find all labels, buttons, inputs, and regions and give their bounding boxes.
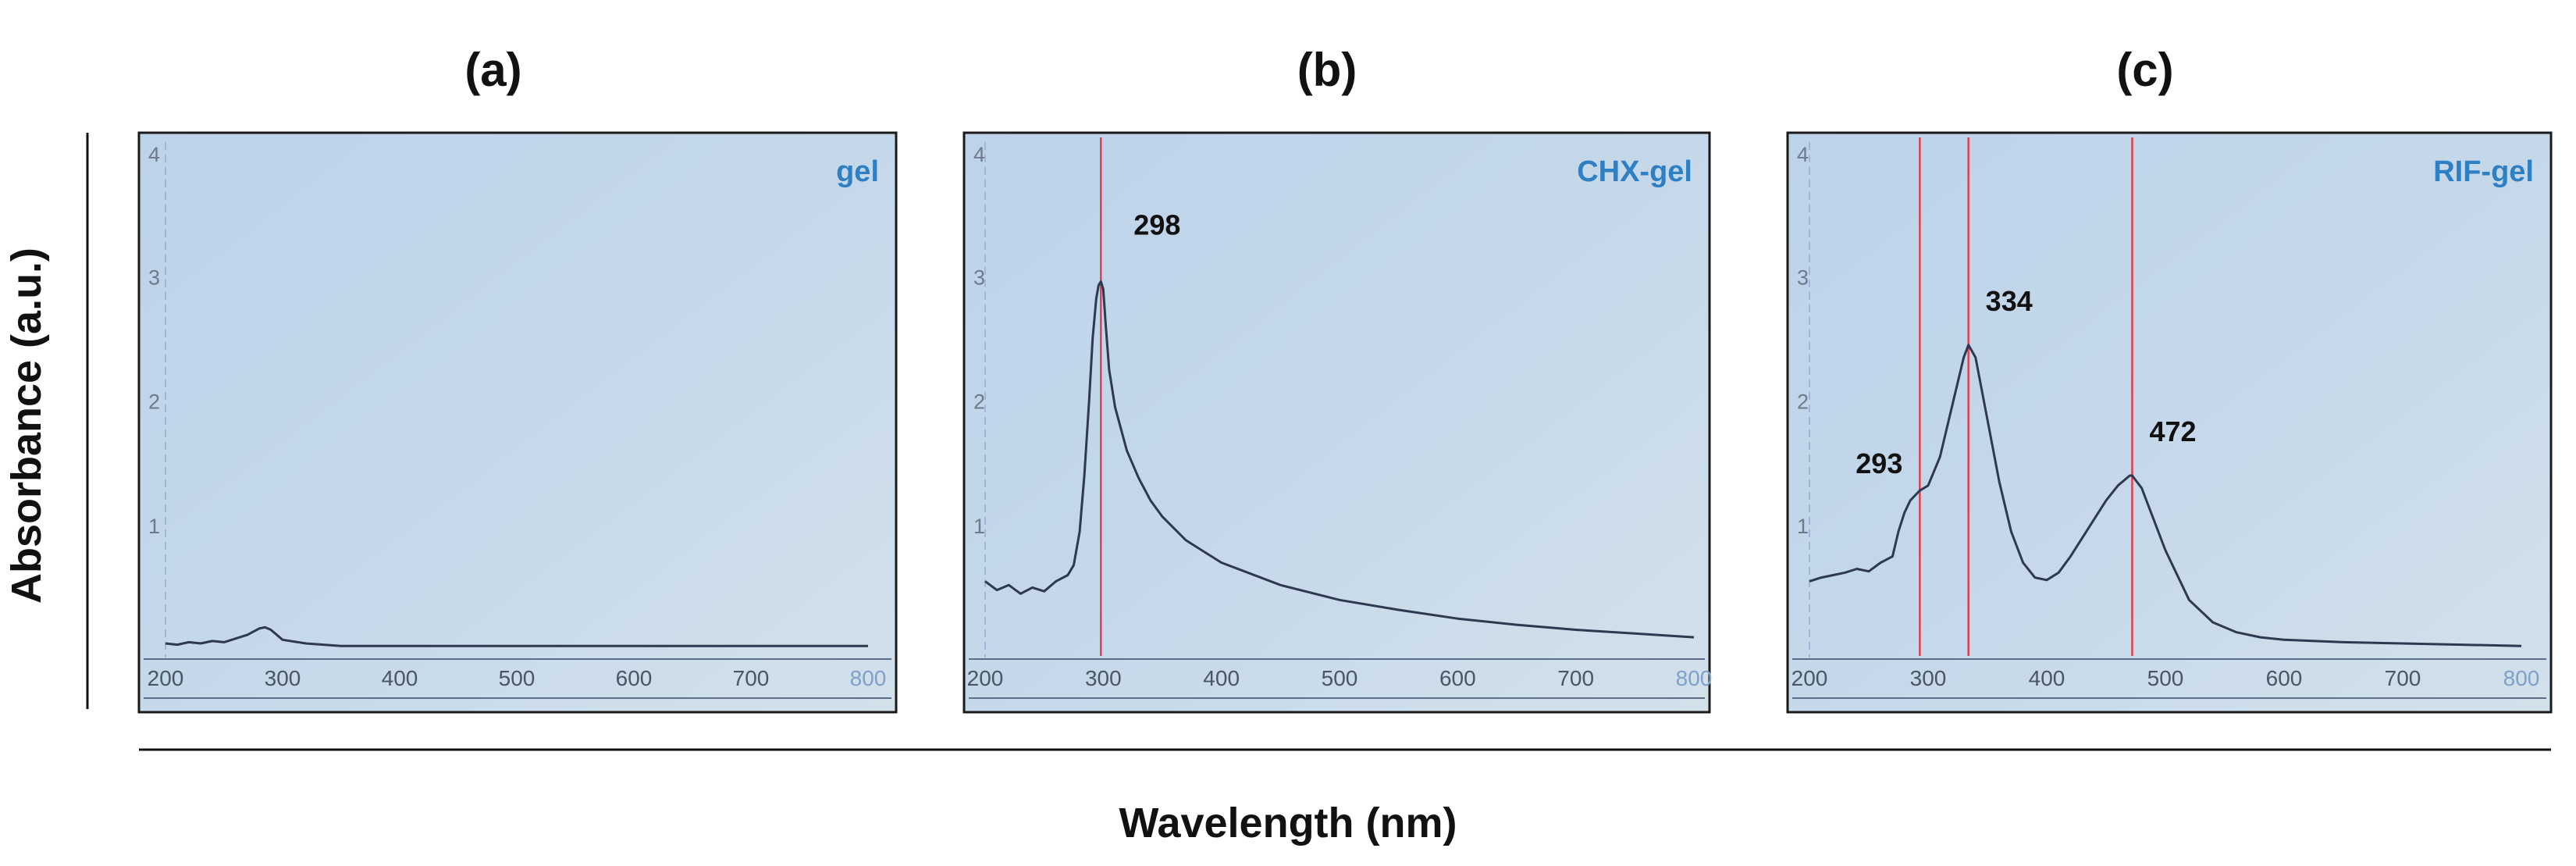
panel-a-x-tick-600: 600 [616, 666, 653, 690]
panel-b-x-tick-600: 600 [1439, 666, 1476, 690]
panel-b-sample-label: CHX-gel [1577, 155, 1692, 188]
panel-b-x-tick-400: 400 [1203, 666, 1240, 690]
panel-c-x-tick-300: 300 [1910, 666, 1947, 690]
panel-a-y-tick-1: 1 [148, 515, 160, 538]
panel-b-y-tick-1: 1 [973, 515, 985, 538]
x-axis-title: Wavelength (nm) [1119, 800, 1457, 846]
panel-b-x-tick-200: 200 [967, 666, 1004, 690]
panel-b-background [962, 131, 1711, 714]
panel-c-x-tick-700: 700 [2385, 666, 2421, 690]
panel-a-screen: 1 2 3 4 200 300 400 500 600 700 800 gel [137, 131, 898, 714]
y-axis-title: Absorbance (a.u.) [3, 248, 50, 604]
panel-c-x-tick-400: 400 [2029, 666, 2065, 690]
panel-a-x-tick-800: 800 [850, 666, 887, 690]
panel-c-screen: 1 2 3 4 200 300 400 500 600 700 800 293 334 472 RIF-ge… [1786, 131, 2553, 714]
panel-b-x-tick-700: 700 [1557, 666, 1594, 690]
panel-a-background [137, 131, 898, 714]
panel-b-x-tick-500: 500 [1322, 666, 1358, 690]
panel-a-y-tick-4: 4 [148, 143, 160, 166]
panel-a-y-tick-2: 2 [148, 390, 160, 414]
panel-c-absorbance-curve [1809, 344, 2522, 647]
panel-c-label: (c) [2116, 44, 2173, 96]
panel-c-peak-label-334: 334 [1986, 285, 2033, 317]
panel-c-x-tick-200: 200 [1791, 666, 1828, 690]
panel-c-y-tick-3: 3 [1797, 266, 1809, 289]
panel-c-x-tick-500: 500 [2147, 666, 2184, 690]
panel-b-absorbance-curve [984, 280, 1695, 639]
panel-b-peak-label-298: 298 [1133, 209, 1180, 241]
panel-c-x-tick-800: 800 [2503, 666, 2540, 690]
panel-b-y-tick-3: 3 [973, 266, 985, 289]
panel-a-x-tick-700: 700 [733, 666, 770, 690]
panel-c-sample-label: RIF-gel [2433, 155, 2534, 188]
panel-b-y-tick-4: 4 [973, 143, 985, 166]
panel-c-y-tick-1: 1 [1797, 515, 1809, 538]
panel-c-x-tick-600: 600 [2266, 666, 2303, 690]
panel-a-y-tick-3: 3 [148, 266, 160, 289]
panel-c-peak-label-293: 293 [1856, 447, 1902, 479]
panel-a-sample-label: gel [836, 155, 879, 188]
panel-b-x-tick-800: 800 [1676, 666, 1713, 690]
panel-b-x-tick-300: 300 [1085, 666, 1122, 690]
panel-b-screen: 1 2 3 4 200 300 400 500 600 700 800 298 CHX-gel [962, 131, 1713, 714]
panel-a-absorbance-curve [165, 625, 868, 647]
panel-a-x-tick-300: 300 [265, 666, 301, 690]
panel-b-label: (b) [1297, 44, 1357, 96]
panel-a-x-tick-400: 400 [382, 666, 418, 690]
panel-a-label: (a) [464, 44, 521, 96]
panel-b-y-tick-2: 2 [973, 390, 985, 414]
panel-c-peak-label-472: 472 [2149, 415, 2196, 447]
panel-a-x-tick-200: 200 [148, 666, 184, 690]
panel-a-x-tick-500: 500 [499, 666, 535, 690]
panel-c-y-tick-4: 4 [1797, 143, 1809, 166]
panel-c-background [1786, 131, 2553, 714]
panel-c-y-tick-2: 2 [1797, 390, 1809, 414]
